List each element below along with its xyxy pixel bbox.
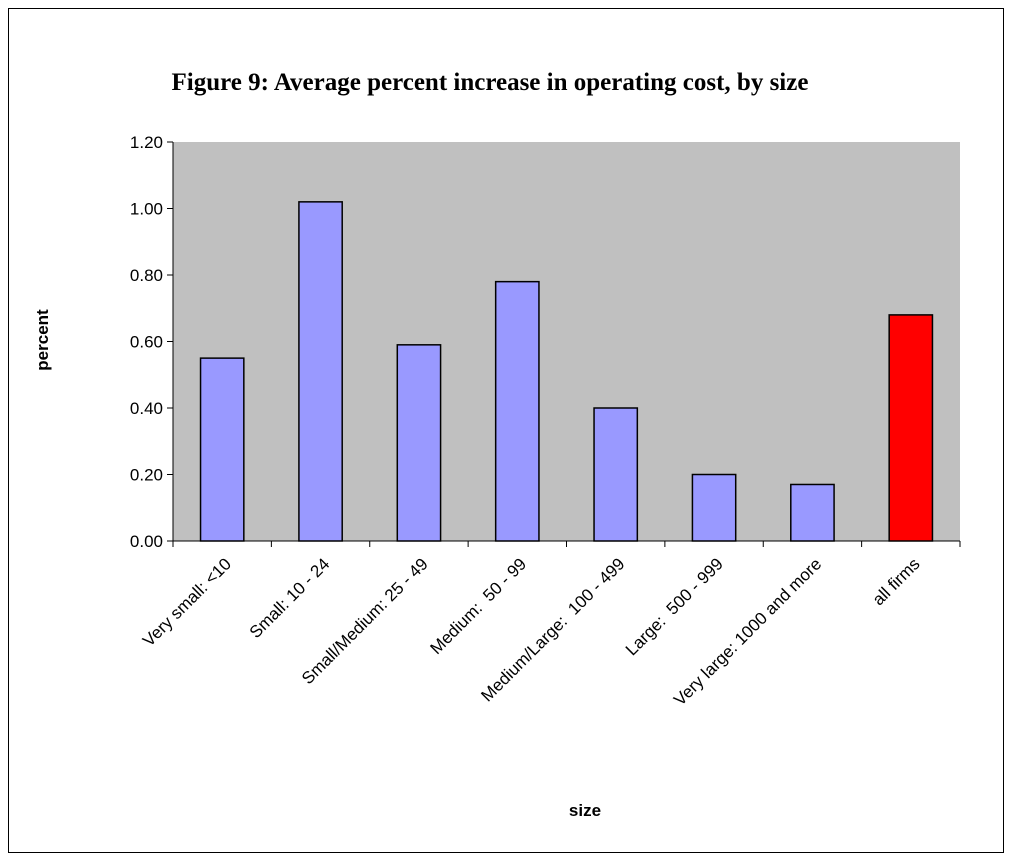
y-tick-label: 0.60 xyxy=(130,333,163,352)
chart-title: Figure 9: Average percent increase in op… xyxy=(171,69,809,96)
bar xyxy=(691,473,737,542)
bar xyxy=(888,314,934,542)
x-tick-label: Medium: 50 - 99 xyxy=(427,554,531,658)
x-tick-label: Large: 500 - 999 xyxy=(622,554,727,659)
x-tick-label: all firms xyxy=(869,554,924,609)
y-tick-label: 0.40 xyxy=(130,399,163,418)
x-tick-label: Very small: <10 xyxy=(139,554,235,650)
bar xyxy=(790,483,835,542)
x-tick-label: Small: 10 - 24 xyxy=(246,554,334,642)
y-tick-label: 1.20 xyxy=(130,133,163,152)
y-axis-label: percent xyxy=(33,309,52,371)
bar xyxy=(593,407,639,542)
y-tick-label: 0.80 xyxy=(130,266,163,285)
bar xyxy=(396,344,442,542)
y-tick-label: 0.20 xyxy=(130,466,163,485)
chart-frame xyxy=(8,8,1004,853)
y-tick-label: 1.00 xyxy=(130,200,163,219)
plot-area xyxy=(173,142,960,541)
bar xyxy=(199,357,245,542)
bar xyxy=(494,280,540,542)
x-axis-label: size xyxy=(569,801,601,820)
bar xyxy=(298,201,343,542)
y-tick-label: 0.00 xyxy=(130,532,163,551)
